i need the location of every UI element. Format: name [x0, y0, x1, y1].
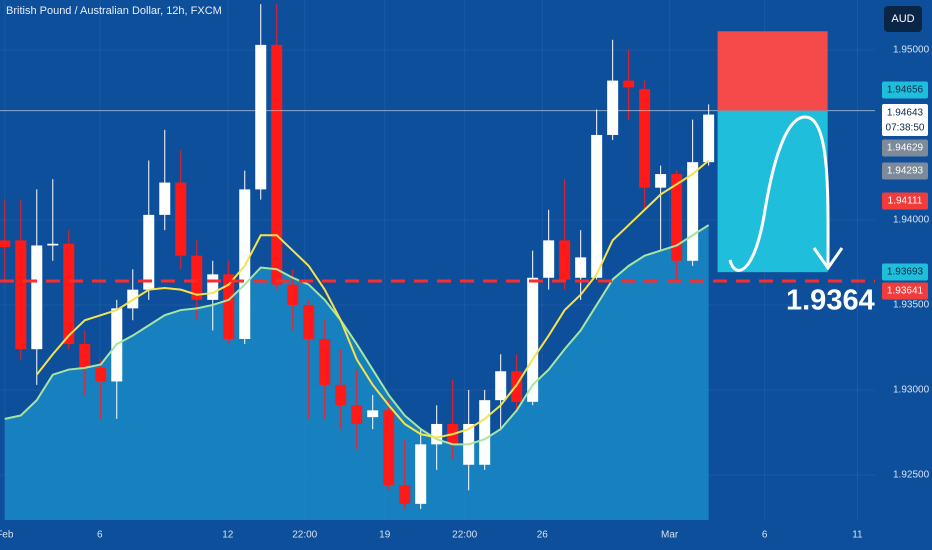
candle-body [623, 80, 635, 88]
price-label-box [882, 162, 928, 180]
annotation: 1.9364 [786, 285, 875, 317]
price-label-time: 07:38:50 [886, 123, 925, 134]
candle-body [591, 134, 603, 278]
candle-body [191, 255, 203, 300]
x-tick-label: 6 [97, 530, 103, 541]
candle-body [479, 400, 491, 465]
candle-body [287, 284, 299, 305]
candle-body [63, 243, 75, 345]
candle-body [495, 371, 507, 401]
candle-body [351, 405, 363, 424]
x-tick-label: 26 [537, 530, 549, 541]
candle-body [431, 423, 443, 445]
price-label-box [882, 263, 928, 281]
x-tick-label: 6 [762, 530, 768, 541]
candle-body [639, 89, 651, 188]
candle-body [175, 182, 187, 256]
price-label-box [882, 104, 928, 136]
ma-line [4, 224, 710, 446]
price-label: 1.93641 [887, 286, 924, 297]
target-zone [717, 110, 828, 273]
candle-body [511, 371, 523, 402]
price-label: 1.94629 [887, 143, 924, 154]
candle-body [0, 240, 11, 248]
candle-body [383, 410, 395, 486]
price-label: 1.93693 [887, 267, 924, 278]
candle-body [95, 367, 107, 382]
candle-body [303, 304, 315, 339]
x-tick-label: 22:00 [452, 530, 477, 541]
candle-body [543, 240, 555, 278]
currency-button[interactable] [884, 6, 922, 32]
candle-body [159, 182, 171, 215]
arrow-curve [728, 115, 830, 272]
y-tick-label: 1.93500 [893, 300, 930, 311]
y-tick-label: 1.93000 [893, 385, 930, 396]
currency-button-label[interactable]: AUD [891, 13, 914, 25]
candle-body [271, 44, 283, 285]
price-label: 1.94643 [887, 108, 924, 119]
price-label: 1.94111 [888, 196, 923, 207]
candle-body [687, 162, 699, 261]
arrow-head [812, 247, 844, 271]
candle-body [399, 485, 411, 504]
candle-body [79, 344, 91, 368]
candle-body [31, 245, 43, 350]
candle-body [319, 338, 331, 385]
x-tick-label: Mar [661, 530, 679, 541]
candle-body [703, 114, 715, 163]
x-tick-label: 11 [852, 530, 863, 541]
candle-body [223, 274, 235, 339]
price-label-box [882, 81, 928, 99]
ma-line [36, 159, 710, 439]
candle-body [607, 80, 619, 135]
price-label-box [882, 192, 928, 210]
price-label-box [882, 139, 928, 157]
stop-zone [717, 31, 828, 111]
x-tick-label: 22:00 [292, 530, 317, 541]
x-tick-label: Feb [0, 530, 14, 541]
plot: 1.9364 [0, 4, 875, 520]
candle-body [15, 240, 27, 350]
price-label-box [882, 282, 928, 300]
y-tick-label: 1.94000 [893, 215, 930, 226]
candle-body [655, 174, 667, 188]
candle-body [335, 384, 347, 406]
candle-body [47, 243, 59, 246]
x-tick-label: 12 [222, 530, 234, 541]
candle-body [527, 277, 539, 402]
y-tick-label: 1.92500 [893, 470, 930, 481]
x-tick-label: 19 [379, 530, 391, 541]
y-tick-label: 1.95000 [893, 45, 930, 56]
candle-body [143, 214, 155, 290]
candle-body [575, 257, 587, 278]
price-axis: 1.95000 1.94000 1.93500 1.93000 1.92500 Feb 6 1… [0, 45, 930, 541]
price-label: 1.94293 [887, 166, 924, 177]
candle-body [559, 240, 571, 280]
candle-body [255, 44, 267, 190]
chart-title: British Pound / Australian Dollar, 12h, … [6, 5, 222, 17]
candle-body [671, 174, 683, 261]
price-label: 1.94656 [887, 85, 924, 96]
candle-body [367, 410, 379, 418]
candle-body [415, 444, 427, 504]
candle-body [207, 274, 219, 300]
